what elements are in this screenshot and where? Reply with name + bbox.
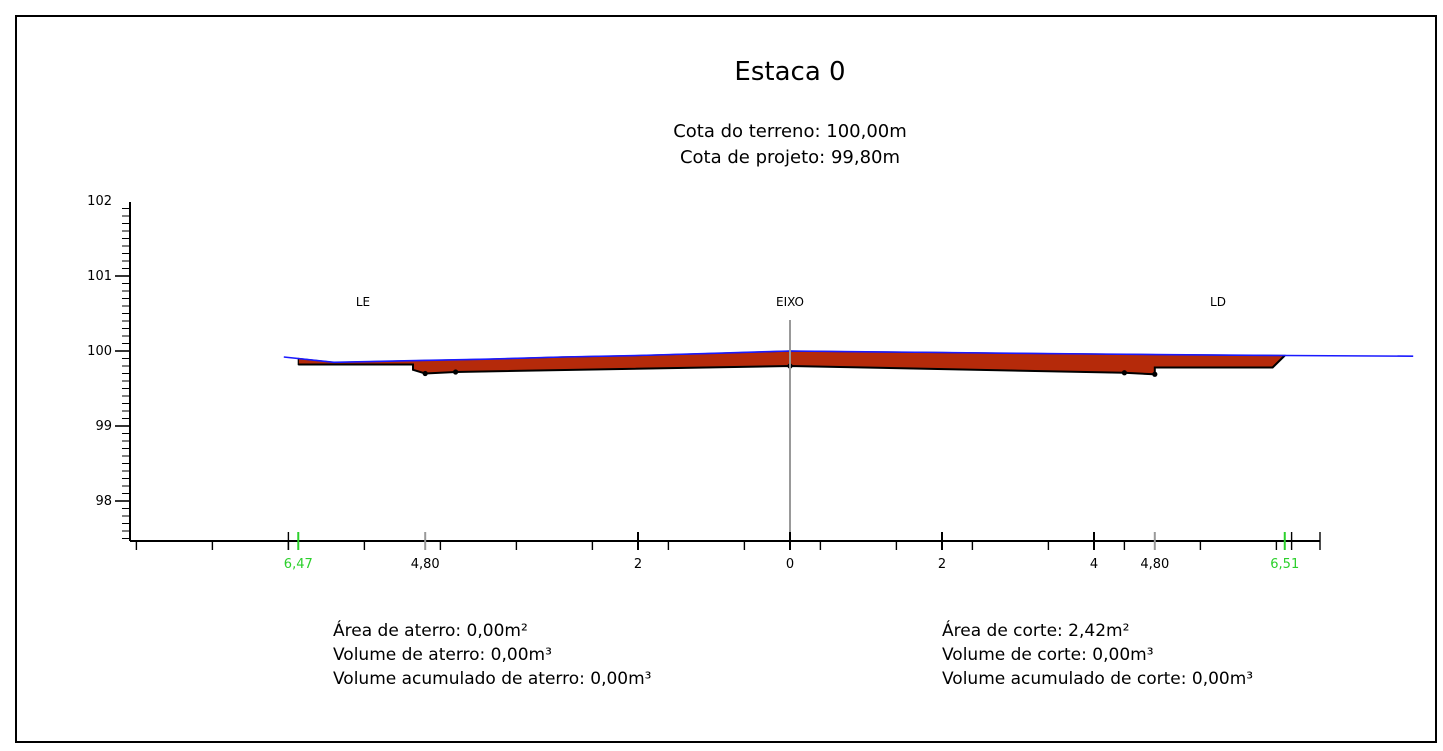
left-info-block: Área de aterro: 0,00m² Volume de aterro:… <box>333 619 652 689</box>
axis-label: EIXO <box>776 295 804 309</box>
drawing-frame <box>15 15 1437 743</box>
cut-cumulative-volume: Volume acumulado de corte: 0,00m³ <box>942 669 1253 689</box>
right-side-label: LD <box>1210 295 1226 309</box>
design-vertex-dot <box>453 369 459 375</box>
y-tick-label: 100 <box>87 344 112 359</box>
x-tick-label: 4 <box>1090 557 1098 572</box>
x-tick-label: 0 <box>786 557 794 572</box>
x-tick-label: 6,47 <box>284 557 313 572</box>
x-tick-label: 2 <box>634 557 642 572</box>
y-tick-label: 102 <box>87 194 112 209</box>
y-tick-label: 98 <box>95 494 112 509</box>
design-elevation: Cota de projeto: 99,80m <box>680 147 900 168</box>
terrain-elevation: Cota do terreno: 100,00m <box>673 121 907 142</box>
y-tick-label: 99 <box>95 419 112 434</box>
design-vertex-dot <box>422 370 428 377</box>
x-tick-label: 4,80 <box>1140 557 1169 572</box>
x-tick-label: 4,80 <box>411 557 440 572</box>
design-vertex-dot <box>1152 371 1158 377</box>
design-vertex-dot <box>1121 370 1127 376</box>
left-side-label: LE <box>356 295 370 309</box>
fill-cumulative-volume: Volume acumulado de aterro: 0,00m³ <box>333 669 652 689</box>
section-title: Estaca 0 <box>734 57 845 87</box>
right-info-block: Área de corte: 2,42m² Volume de corte: 0… <box>942 619 1253 689</box>
x-tick-label: 6,51 <box>1270 557 1299 572</box>
x-tick-label: 2 <box>938 557 946 572</box>
y-tick-label: 101 <box>87 269 112 284</box>
cut-area: Área de corte: 2,42m² <box>942 619 1129 641</box>
fill-area: Área de aterro: 0,00m² <box>333 619 528 641</box>
cut-volume: Volume de corte: 0,00m³ <box>942 645 1154 665</box>
fill-volume: Volume de aterro: 0,00m³ <box>333 645 552 665</box>
chart-marks: 102 101 100 99 98 6,47 4,80 2 0 2 4 4,80 6,51 <box>87 194 1414 572</box>
